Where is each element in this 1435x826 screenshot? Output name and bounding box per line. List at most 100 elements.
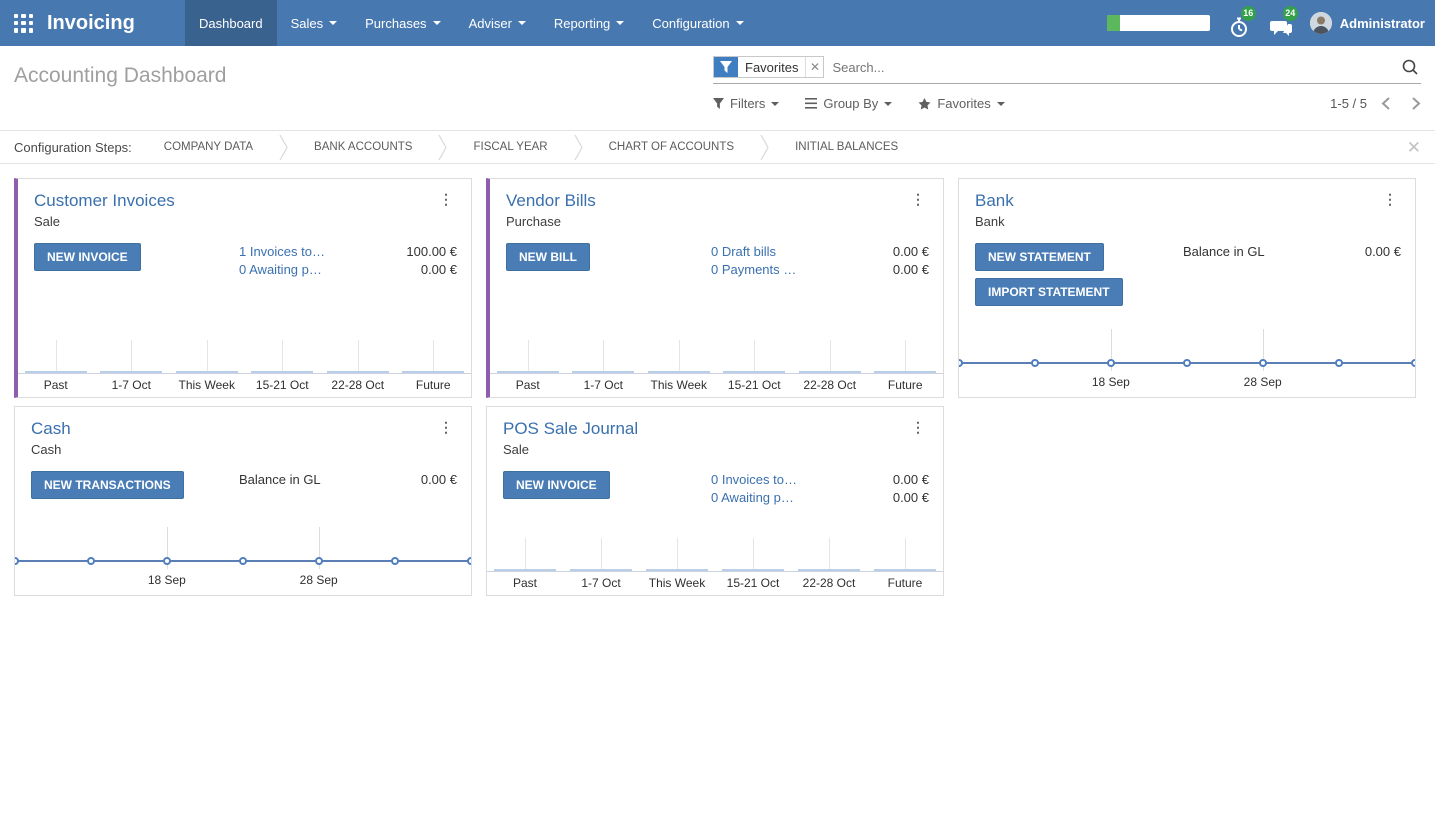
stopwatch-icon <box>1230 17 1247 37</box>
config-step-3[interactable]: FISCAL YEAR <box>473 141 548 153</box>
stat-value: 0.00 € <box>420 472 457 487</box>
caret-down-icon <box>432 21 441 25</box>
menu-item-purchases[interactable]: Purchases <box>351 0 454 46</box>
star-icon <box>918 97 931 109</box>
card-body: NEW TRANSACTIONS Balance in GL 0.00 € <box>15 457 471 499</box>
favorites-button[interactable]: Favorites <box>918 96 1005 111</box>
new-invoice-button[interactable]: NEW INVOICE <box>34 243 141 271</box>
card-head: Bank Bank ⋮ <box>959 179 1415 229</box>
stat-link[interactable]: 0 Payments … <box>711 262 797 277</box>
gridline <box>678 340 680 373</box>
data-point-marker <box>1183 359 1191 367</box>
bar <box>175 371 238 373</box>
journal-card: Bank Bank ⋮ NEW STATEMENT IMPORT STATEMENT Ba… <box>958 178 1416 398</box>
menu-item-label: Reporting <box>553 15 611 31</box>
gridline <box>829 538 830 571</box>
menu-item-reporting[interactable]: Reporting <box>540 0 638 46</box>
config-step-1[interactable]: COMPANY DATA <box>163 141 254 153</box>
stat-link[interactable]: 1 Invoices to… <box>239 244 325 259</box>
stat-link[interactable]: 0 Invoices to… <box>711 472 797 487</box>
card-head: Vendor Bills Purchase ⋮ <box>490 179 943 229</box>
config-step-2[interactable]: BANK ACCOUNTS <box>314 141 413 153</box>
kebab-menu-icon[interactable]: ⋮ <box>1383 191 1397 207</box>
bar-chart-plot <box>487 529 943 571</box>
caret-down-icon <box>735 21 744 25</box>
bar <box>251 371 314 373</box>
activity-timer-icon[interactable]: 16 <box>1226 6 1256 38</box>
card-title[interactable]: Vendor Bills <box>506 191 596 210</box>
avatar <box>1309 12 1332 34</box>
kebab-menu-icon[interactable]: ⋮ <box>911 419 925 435</box>
line-chart-labels: 18 Sep 28 Sep <box>959 371 1415 397</box>
bar <box>572 371 635 373</box>
view-controls: Filters Group By Favorites 1-5 / 5 <box>713 96 1421 111</box>
group-by-button[interactable]: Group By <box>805 96 893 111</box>
menu-item-dashboard[interactable]: Dashboard <box>185 0 277 46</box>
gridline <box>166 527 168 569</box>
group-by-icon <box>805 98 818 109</box>
bar-chart: Past 1-7 Oct This Week 15-21 Oct 22-28 Oct Fu… <box>487 529 943 595</box>
new-statement-button[interactable]: NEW STATEMENT <box>975 243 1104 271</box>
stat-link[interactable]: 0 Draft bills <box>711 244 777 259</box>
config-step-5[interactable]: INITIAL BALANCES <box>795 141 899 153</box>
timer-badge: 16 <box>1240 6 1256 21</box>
stat-link[interactable]: 0 Awaiting p… <box>711 490 794 505</box>
new-bill-button[interactable]: NEW BILL <box>506 243 590 271</box>
data-point-marker <box>1258 359 1267 367</box>
pager-next-icon[interactable] <box>1412 97 1421 110</box>
search-icon[interactable] <box>1401 58 1421 76</box>
messages-icon[interactable]: 24 <box>1268 6 1298 38</box>
config-step-4[interactable]: CHART OF ACCOUNTS <box>608 141 735 153</box>
card-body: NEW INVOICE 1 Invoices to… 100.00 € 0 Await… <box>18 229 471 279</box>
card-subtitle: Bank <box>975 214 1005 229</box>
card-subtitle: Purchase <box>506 214 561 229</box>
pager-range[interactable]: 1-5 / 5 <box>1330 96 1367 111</box>
search-input[interactable] <box>824 56 1401 78</box>
card-stats: 0 Draft bills 0.00 € 0 Payments … 0.00 € <box>711 243 929 279</box>
pager-previous-icon[interactable] <box>1381 97 1390 110</box>
apps-grid-icon[interactable] <box>14 13 33 33</box>
card-title[interactable]: Customer Invoices <box>34 191 175 210</box>
bar-column <box>563 529 639 571</box>
menu-item-adviser[interactable]: Adviser <box>455 0 540 46</box>
bar <box>645 569 709 571</box>
axis-tick-label: Past <box>43 378 68 392</box>
menu-item-configuration[interactable]: Configuration <box>638 0 757 46</box>
close-config-steps-icon[interactable]: ✕ <box>1406 137 1421 157</box>
kebab-menu-icon[interactable]: ⋮ <box>439 419 453 435</box>
import-statement-button[interactable]: IMPORT STATEMENT <box>975 278 1123 306</box>
stat-link[interactable]: 0 Awaiting p… <box>239 262 322 277</box>
card-title[interactable]: Bank <box>975 191 1014 210</box>
bar <box>647 371 710 373</box>
card-title[interactable]: Cash <box>31 419 71 438</box>
new-transactions-button[interactable]: NEW TRANSACTIONS <box>31 471 184 499</box>
card-title-block: Customer Invoices Sale <box>34 190 175 229</box>
bar <box>569 569 633 571</box>
configuration-steps-label: Configuration Steps: <box>14 139 132 155</box>
new-invoice-button[interactable]: NEW INVOICE <box>503 471 610 499</box>
stat-value: 0.00 € <box>892 472 929 487</box>
line-chart: 18 Sep 28 Sep <box>959 325 1415 397</box>
gridline <box>357 340 359 373</box>
kebab-menu-icon[interactable]: ⋮ <box>911 191 925 207</box>
axis-tick-label: 18 Sep <box>147 573 186 587</box>
filters-button[interactable]: Filters <box>713 96 780 111</box>
kebab-menu-icon[interactable]: ⋮ <box>439 191 453 207</box>
progress-bar[interactable] <box>1106 15 1210 31</box>
gridline <box>905 538 906 571</box>
card-title[interactable]: POS Sale Journal <box>503 419 639 438</box>
journal-card: Cash Cash ⋮ NEW TRANSACTIONS Balance in GL 0.… <box>14 406 472 596</box>
bar <box>402 371 465 373</box>
bar-column <box>868 331 944 373</box>
stat-value: 100.00 € <box>406 244 457 259</box>
app-brand[interactable]: Invoicing <box>47 11 135 34</box>
axis-tick-label: 1-7 Oct <box>111 378 151 392</box>
facet-remove-icon[interactable]: ✕ <box>805 57 824 77</box>
user-menu[interactable]: Administrator <box>1309 12 1425 34</box>
line-chart-labels: 18 Sep 28 Sep <box>15 569 471 595</box>
menu-item-sales[interactable]: Sales <box>277 0 352 46</box>
stat-row: 0 Awaiting p… 0.00 € <box>711 489 929 507</box>
axis-tick-label: 15-21 Oct <box>727 378 781 392</box>
card-head: Customer Invoices Sale ⋮ <box>18 179 471 229</box>
gridline <box>753 538 754 571</box>
